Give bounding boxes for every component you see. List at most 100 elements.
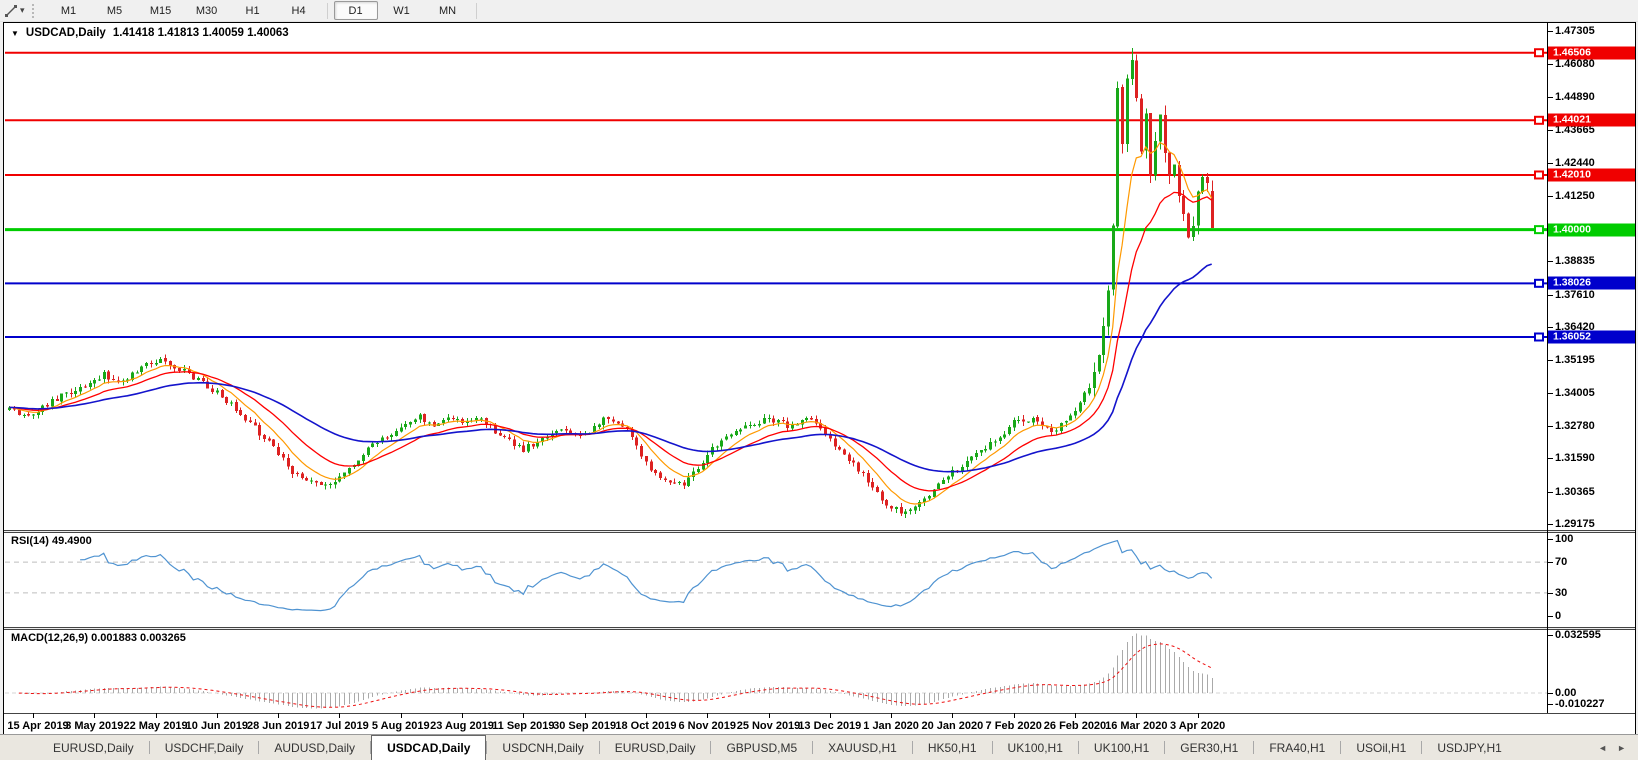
tool-dropdown-caret[interactable]: ▾ [20, 5, 25, 15]
date-label: 15 Apr 2019 [7, 720, 69, 732]
timeframe-button-m30[interactable]: M30 [195, 4, 218, 17]
macd-tick-label: 0.032595 [1548, 629, 1601, 641]
toolbar-divider [326, 2, 328, 19]
trendline-glyph [5, 4, 17, 17]
tab-divider [258, 741, 260, 754]
tab-scroll-left-icon[interactable]: ◄ [1598, 742, 1608, 753]
collapse-icon[interactable]: ▼ [11, 28, 19, 38]
date-label: 18 Oct 2019 [615, 720, 677, 732]
date-label: 17 Jul 2019 [310, 720, 369, 732]
chart-tab-fra40-h1[interactable]: FRA40,H1 [1269, 740, 1326, 755]
price-tick-label: 1.38835 [1548, 255, 1595, 268]
level-line-anchor [1534, 115, 1544, 125]
level-price-label: 1.38026 [1548, 276, 1635, 290]
chart-tab-usdchf-daily[interactable]: USDCHF,Daily [164, 740, 244, 755]
ma-slow-line [9, 263, 1212, 473]
chart-tab-hk50-h1[interactable]: HK50,H1 [927, 740, 977, 755]
rsi-tick-label: 100 [1547, 533, 1574, 545]
date-label: 1 Jan 2020 [863, 720, 919, 732]
level-line-anchor [1534, 278, 1544, 288]
tab-divider [148, 741, 150, 754]
level-line-anchor [1534, 170, 1544, 180]
timeframe-buttons: M1 M5 M15 M30 H1 H4 D1 W1 MN [46, 1, 482, 20]
level-price-label: 1.40000 [1548, 223, 1635, 237]
timeframe-button-w1[interactable]: W1 [393, 4, 410, 17]
macd-tick-label: -0.010227 [1548, 698, 1605, 710]
rsi-line [80, 539, 1213, 612]
chart-tab-xauusd-h1[interactable]: XAUUSD,H1 [828, 740, 897, 755]
level-price-label: 1.46506 [1548, 46, 1635, 60]
tab-divider [370, 741, 372, 754]
date-label: 5 Aug 2019 [371, 720, 430, 732]
date-label: 22 May 2019 [123, 720, 188, 732]
chart-tab-ger30-h1[interactable]: GER30,H1 [1180, 740, 1239, 755]
chart-tab-uk100-h1[interactable]: UK100,H1 [1093, 740, 1150, 755]
date-label: 28 Jun 2019 [246, 720, 310, 732]
price-tick-label: 1.35195 [1548, 354, 1595, 367]
date-label: 20 Jan 2020 [921, 720, 984, 732]
level-line-anchor [1534, 332, 1544, 342]
price-tick-label: 1.32780 [1548, 419, 1595, 432]
ma-mid-line [9, 191, 1213, 492]
level-price-label: 1.36052 [1548, 330, 1635, 344]
rsi-indicator-label: RSI(14) 49.4900 [11, 535, 92, 547]
ma-fast-line [9, 141, 1213, 505]
timeframe-toolbar: ▾ M1 M5 M15 M30 H1 H4 D1 W1 MN [0, 0, 1638, 22]
price-tick-label: 1.36420 [1548, 320, 1595, 333]
timeframe-button-h4[interactable]: H4 [291, 4, 306, 17]
pane-splitter [4, 627, 1635, 630]
tab-divider [1253, 741, 1255, 754]
chart-tabs: EURUSD,Daily USDCHF,Daily AUDUSD,Daily USDC… [38, 735, 1517, 760]
timeframe-button-d1[interactable]: D1 [333, 1, 378, 20]
trendline-tool-icon[interactable] [2, 3, 20, 19]
tab-divider [1164, 741, 1166, 754]
date-label: 11 Sep 2019 [492, 720, 555, 732]
chart-tab-eurusd-daily[interactable]: EURUSD,Daily [614, 740, 696, 755]
timeframe-button-h1[interactable]: H1 [245, 4, 260, 17]
tab-bar-spacer [0, 735, 38, 760]
timeframe-button-mn[interactable]: MN [438, 4, 457, 17]
price-chart-canvas[interactable] [4, 23, 1635, 734]
chart-symbol-label: USDCAD,Daily [25, 27, 106, 39]
tab-divider [710, 741, 712, 754]
price-tick-label: 1.31590 [1548, 452, 1595, 465]
date-label: 16 Mar 2020 [1105, 720, 1168, 732]
macd-indicator-label: MACD(12,26,9) 0.001883 0.003265 [11, 632, 186, 644]
tab-divider [991, 741, 993, 754]
date-label: 23 Aug 2019 [430, 720, 494, 732]
timeframe-button-m15[interactable]: M15 [149, 4, 172, 17]
chart-tab-uk100-h1[interactable]: UK100,H1 [1007, 740, 1063, 755]
level-line-anchor [1534, 225, 1544, 235]
pane-splitter [4, 530, 1635, 533]
rsi-tick-label: 70 [1547, 556, 1568, 569]
rsi-tick-label: 30 [1547, 586, 1568, 599]
date-label: 13 Dec 2019 [798, 720, 862, 732]
date-label: 7 Feb 2020 [985, 720, 1042, 732]
toolbar-grip[interactable] [31, 3, 38, 18]
timeframe-button-m5[interactable]: M5 [106, 4, 123, 17]
chart-window: ▼ USDCAD,Daily 1.41418 1.41813 1.40059 1… [3, 22, 1636, 735]
price-tick-label: 1.42440 [1548, 157, 1595, 170]
chart-tab-gbpusd-m5[interactable]: GBPUSD,M5 [726, 740, 798, 755]
chart-tab-usdjpy-h1[interactable]: USDJPY,H1 [1437, 740, 1502, 755]
chart-tab-usdcad-daily[interactable]: USDCAD,Daily [371, 735, 487, 760]
macd-histogram [19, 633, 1213, 709]
timeframe-button-m1[interactable]: M1 [60, 4, 77, 17]
chart-tab-usdcnh-daily[interactable]: USDCNH,Daily [502, 740, 584, 755]
chart-tab-usoil-h1[interactable]: USOil,H1 [1356, 740, 1407, 755]
chart-tab-audusd-daily[interactable]: AUDUSD,Daily [274, 740, 356, 755]
macd-tick-label: 0.00 [1547, 687, 1577, 699]
price-tick-label: 1.29175 [1548, 518, 1595, 530]
price-tick-label: 1.37610 [1548, 288, 1595, 301]
level-price-label: 1.44021 [1548, 113, 1635, 127]
tab-divider [1421, 741, 1423, 754]
chart-tab-eurusd-daily[interactable]: EURUSD,Daily [53, 740, 134, 755]
price-tick-label: 1.47305 [1548, 25, 1595, 37]
chart-title: ▼ USDCAD,Daily 1.41418 1.41813 1.40059 1… [11, 27, 289, 39]
tab-scroll-arrows: ◄ ► [1586, 735, 1638, 760]
date-label: 3 May 2019 [65, 720, 124, 732]
tab-divider [1077, 741, 1079, 754]
date-label: 25 Nov 2019 [736, 720, 801, 732]
tab-scroll-right-icon[interactable]: ► [1617, 742, 1626, 753]
